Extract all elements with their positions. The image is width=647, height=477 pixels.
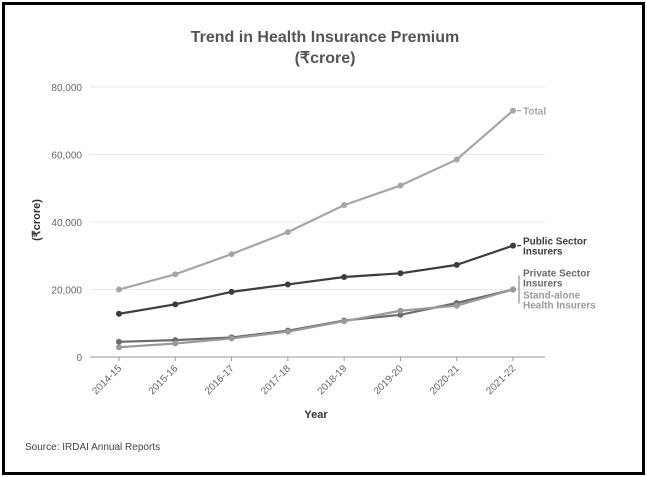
- x-axis-label: Year: [304, 409, 328, 421]
- data-point-public-sector-insurers: [284, 281, 291, 288]
- y-tick-label: 60,000: [51, 151, 82, 162]
- data-point-stand-alone-health-insurers: [116, 344, 122, 351]
- x-tick-label: 2018-19: [316, 363, 350, 397]
- data-point-public-sector-insurers: [172, 301, 179, 308]
- x-tick-label: 2021-22: [484, 363, 518, 397]
- series-line-total: [118, 109, 514, 291]
- source-note: Source: IRDAI Annual Reports: [25, 442, 160, 453]
- y-axis-label: (₹crore): [31, 199, 43, 241]
- chart-subtitle: (₹crore): [295, 50, 356, 67]
- series-line-private-sector-insurers: [118, 288, 514, 343]
- data-point-public-sector-insurers: [341, 274, 348, 281]
- series-label-public-sector-insurers: Insurers: [523, 247, 563, 258]
- x-tick-label: 2020-21: [428, 363, 462, 397]
- data-point-public-sector-insurers: [453, 261, 460, 268]
- data-point-total: [341, 202, 348, 209]
- data-point-stand-alone-health-insurers: [172, 340, 179, 347]
- chart-title: Trend in Health Insurance Premium: [191, 29, 460, 46]
- data-point-stand-alone-health-insurers: [510, 286, 516, 293]
- data-point-public-sector-insurers: [510, 242, 516, 249]
- series-label-stand-alone-health-insurers: Health Insurers: [523, 301, 596, 312]
- x-tick-labels: 2014-15 2015-16 2016-17 2017-18 2018-19 2019-…: [90, 357, 518, 397]
- data-point-private-sector-insurers: [116, 338, 122, 345]
- x-tick-label: 2014-15: [90, 363, 124, 397]
- series-group: [116, 107, 516, 351]
- data-point-stand-alone-health-insurers: [228, 335, 235, 342]
- gridlines: [90, 86, 545, 358]
- series-label-private-sector-insurers: Private Sector: [523, 269, 590, 280]
- y-tick-labels: 0 20,000 40,000 60,000 80,000: [51, 83, 82, 364]
- series-line-public-sector-insurers: [118, 244, 514, 315]
- y-tick-label: 40,000: [51, 218, 82, 229]
- data-point-total: [397, 182, 404, 189]
- series-label-public-sector-insurers: Public Sector: [523, 237, 587, 248]
- x-tick-label: 2016-17: [203, 363, 237, 397]
- x-tick-label: 2015-16: [147, 363, 181, 397]
- series-label-total: Total: [523, 107, 546, 118]
- data-point-public-sector-insurers: [397, 270, 404, 277]
- y-tick-label: 0: [76, 353, 82, 364]
- series-line-stand-alone-health-insurers: [118, 288, 514, 349]
- data-point-stand-alone-health-insurers: [284, 328, 291, 335]
- data-point-total: [453, 156, 460, 163]
- x-tick-label: 2017-18: [259, 363, 293, 397]
- series-label-private-sector-insurers: Insurers: [523, 279, 563, 290]
- y-tick-label: 80,000: [51, 83, 82, 94]
- data-point-total: [228, 251, 235, 258]
- data-point-stand-alone-health-insurers: [341, 318, 348, 325]
- data-point-total: [116, 286, 122, 293]
- series-label-stand-alone-health-insurers: Stand-alone: [523, 291, 581, 302]
- data-point-stand-alone-health-insurers: [397, 307, 404, 314]
- data-point-public-sector-insurers: [228, 288, 235, 295]
- data-point-stand-alone-health-insurers: [453, 302, 460, 309]
- x-tick-label: 2019-20: [372, 363, 406, 397]
- data-point-total: [510, 107, 516, 114]
- data-point-public-sector-insurers: [116, 310, 122, 317]
- data-point-total: [284, 229, 291, 236]
- data-point-total: [172, 271, 179, 278]
- y-tick-label: 20,000: [51, 286, 82, 297]
